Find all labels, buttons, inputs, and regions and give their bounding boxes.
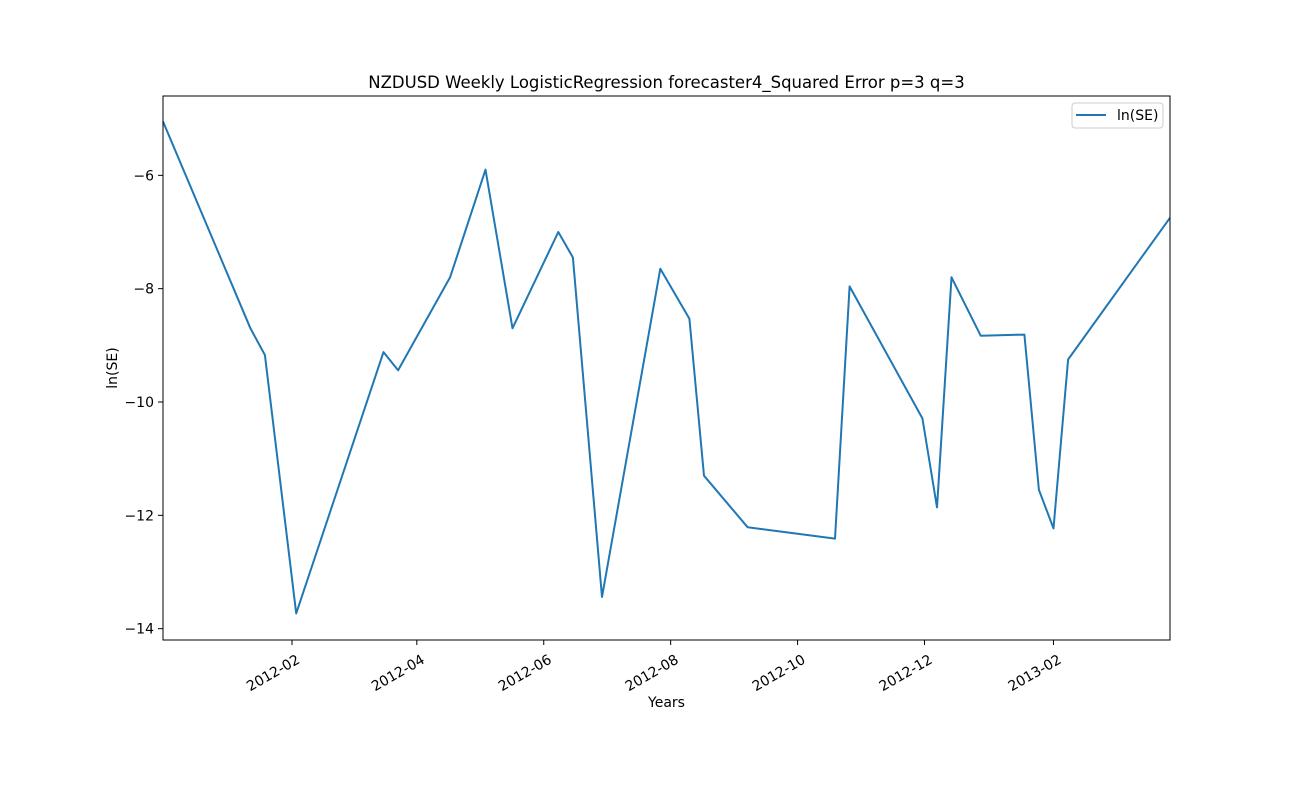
- plot-area: [162, 96, 1171, 640]
- y-axis-title: ln(SE): [105, 347, 121, 388]
- legend-label: ln(SE): [1117, 108, 1158, 124]
- y-tick-label: −8: [133, 282, 154, 298]
- y-tick-label: −10: [124, 395, 154, 411]
- y-tick-label: −6: [133, 168, 154, 184]
- legend-box: [1071, 102, 1164, 129]
- legend: ln(SE): [1071, 102, 1164, 129]
- y-axis-ticks: −14 −12 −10 −8 −6: [124, 168, 163, 638]
- axes-frame: [162, 95, 1171, 641]
- x-axis-title: Years: [647, 695, 685, 711]
- y-tick-label: −12: [124, 508, 154, 524]
- y-tick-label: −14: [124, 622, 154, 638]
- series-line-ln-se: [162, 121, 1171, 615]
- chart-title: NZDUSD Weekly LogisticRegression forecas…: [368, 73, 964, 93]
- plot-background: [163, 96, 1170, 640]
